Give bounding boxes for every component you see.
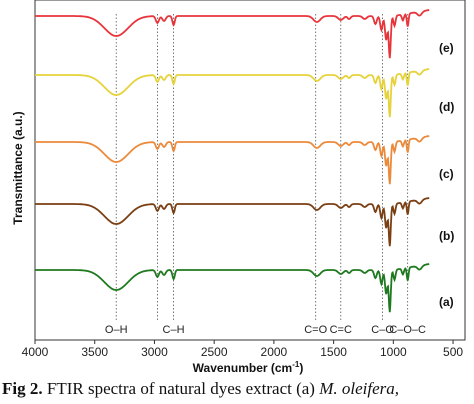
figure-caption: Fig 2. FTIR spectra of natural dyes extr… bbox=[2, 379, 474, 404]
x-tick-label: 1000 bbox=[380, 345, 407, 359]
x-tick-label: 500 bbox=[443, 345, 463, 359]
spectrum-line bbox=[35, 68, 430, 118]
band-label: O–H bbox=[105, 324, 128, 336]
x-axis-ticks: 4000 3500 3000 2500 2000 1500 1000 500 bbox=[22, 340, 463, 359]
spectrum-label: (e) bbox=[439, 41, 454, 55]
band-reference-lines bbox=[115, 14, 409, 322]
plot-frame bbox=[34, 0, 466, 341]
band-label: C–H bbox=[163, 324, 185, 336]
x-tick-label: 1500 bbox=[320, 345, 347, 359]
spectrum-label: (d) bbox=[439, 100, 454, 114]
y-axis-title: Transmittance (a.u.) bbox=[11, 111, 25, 224]
band-label: C=O bbox=[304, 324, 327, 336]
caption-lead: Fig 2. bbox=[2, 379, 43, 398]
x-tick-label: 3000 bbox=[141, 345, 168, 359]
x-tick-label: 2500 bbox=[201, 345, 228, 359]
x-tick-label: 4000 bbox=[22, 345, 49, 359]
caption-text: FTIR spectra of natural dyes extract (a) bbox=[42, 379, 320, 398]
spectrum-line bbox=[35, 9, 430, 59]
spectrum-label: (a) bbox=[439, 295, 454, 309]
band-label: C=C bbox=[330, 324, 352, 336]
spectrum-line bbox=[35, 197, 430, 247]
band-labels: O–H C–H C=O C=C C–OC–O–C bbox=[105, 324, 426, 336]
caption-species: M. oleifera, bbox=[319, 379, 400, 398]
x-tick-label: 2000 bbox=[261, 345, 288, 359]
spectrum-line bbox=[35, 263, 430, 313]
band-label: C–O–C bbox=[389, 324, 426, 336]
spectrum-line bbox=[35, 135, 430, 185]
spectrum-label: (b) bbox=[439, 229, 454, 243]
x-axis-title: Wavenumber (cm-1) bbox=[193, 360, 304, 375]
series-labels: (e) (d) (c) (b) (a) bbox=[439, 41, 454, 309]
spectrum-label: (c) bbox=[439, 167, 454, 181]
x-tick-label: 3500 bbox=[81, 345, 108, 359]
band-label: C–O bbox=[371, 324, 394, 336]
spectra-traces bbox=[35, 9, 430, 313]
ftir-chart: 4000 3500 3000 2500 2000 1500 1000 500 (e) (d) (c… bbox=[11, 0, 466, 375]
